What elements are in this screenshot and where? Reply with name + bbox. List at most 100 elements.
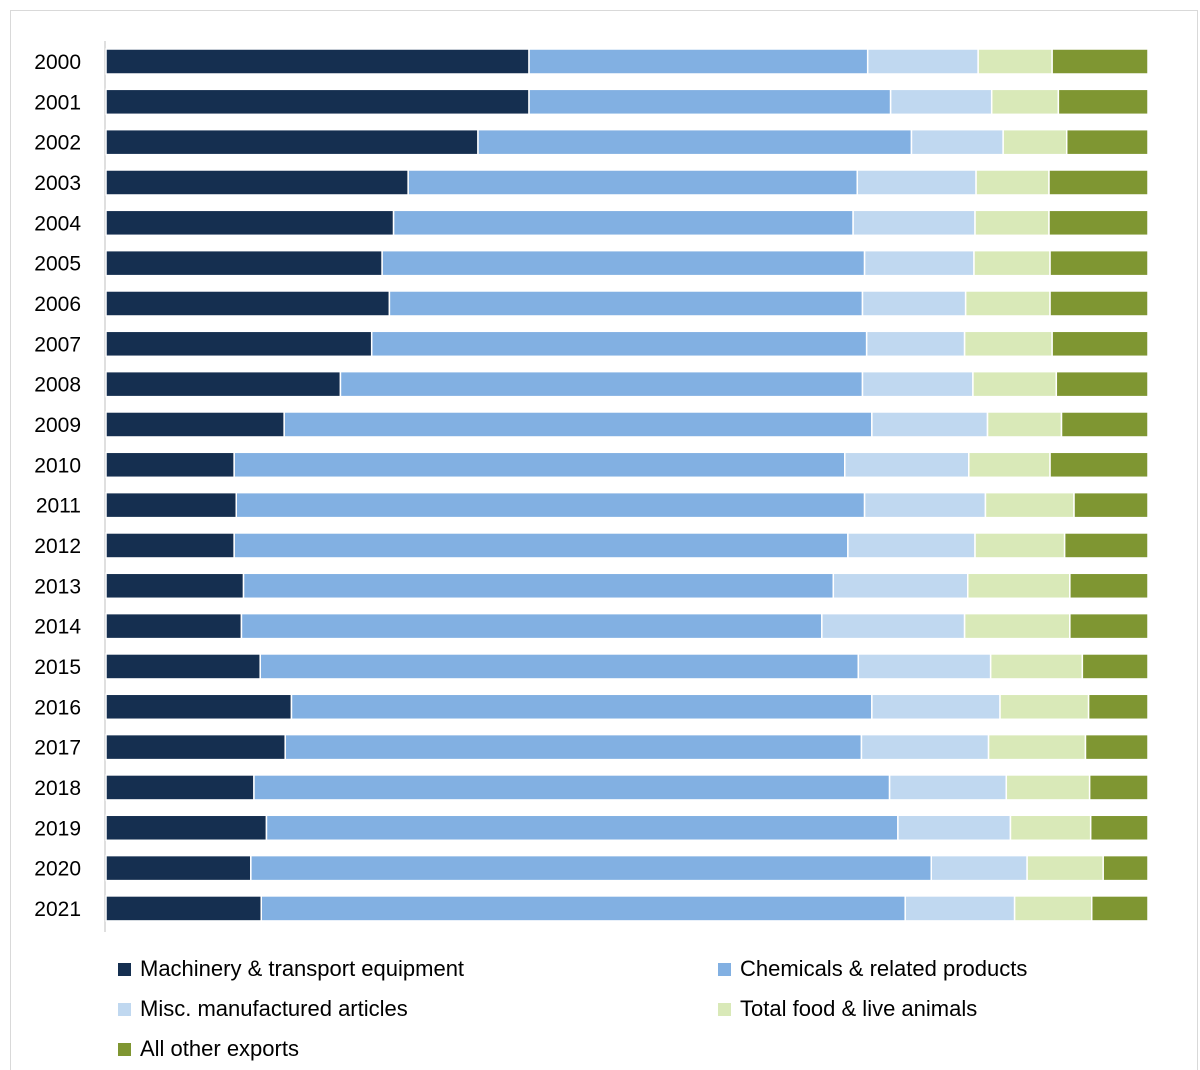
bar-2001-chemicals-related-products xyxy=(528,88,892,116)
bar-2001-machinery-transport-equipment xyxy=(105,88,530,116)
bar-2003-machinery-transport-equipment xyxy=(105,169,409,196)
bar-2002-misc-manufactured-articles xyxy=(910,128,1004,156)
bar-2009-machinery-transport-equipment xyxy=(105,411,285,438)
bar-2003-all-other-exports xyxy=(1048,169,1149,196)
bar-2016-total-food-live-animals xyxy=(999,693,1090,721)
bar-2000-machinery-transport-equipment xyxy=(105,48,530,75)
y-tick-label: 2017 xyxy=(34,737,81,760)
bar-2020-misc-manufactured-articles xyxy=(930,854,1028,882)
bar-2008-chemicals-related-products xyxy=(339,370,864,398)
bar-2004-total-food-live-animals xyxy=(974,209,1050,237)
bar-2012-machinery-transport-equipment xyxy=(105,532,235,559)
stacked-bar-chart: 2000 2001 2002 2003 2004 2005 2006 2007 2008 2009… xyxy=(34,41,1149,932)
bar-2009-chemicals-related-products xyxy=(283,411,873,438)
bar-2007-chemicals-related-products xyxy=(370,330,868,358)
bar-2015-misc-manufactured-articles xyxy=(857,653,992,680)
bar-2017-chemicals-related-products xyxy=(284,733,863,761)
y-tick-label: 2000 xyxy=(34,51,81,74)
bar-2001-all-other-exports xyxy=(1057,88,1149,116)
bar-2018-machinery-transport-equipment xyxy=(105,774,255,801)
bar-2013-misc-manufactured-articles xyxy=(832,572,969,600)
bar-2007-all-other-exports xyxy=(1051,330,1149,358)
bar-2000-chemicals-related-products xyxy=(528,48,869,75)
bar-2021-chemicals-related-products xyxy=(260,895,906,922)
bar-2005-misc-manufactured-articles xyxy=(863,249,975,277)
bar-2017-misc-manufactured-articles xyxy=(860,733,990,761)
y-tick-label: 2014 xyxy=(34,616,81,639)
bar-2011-misc-manufactured-articles xyxy=(863,491,987,519)
legend-item-machinery-transport-equipment: Machinery & transport equipment xyxy=(118,954,464,984)
bar-2021-misc-manufactured-articles xyxy=(904,895,1016,922)
legend-label: All other exports xyxy=(140,1036,299,1061)
bar-2009-misc-manufactured-articles xyxy=(871,411,989,438)
legend-swatch xyxy=(118,1042,131,1056)
bar-2004-machinery-transport-equipment xyxy=(105,209,395,237)
legend-item-misc-manufactured-articles: Misc. manufactured articles xyxy=(118,994,408,1024)
bar-2011-total-food-live-animals xyxy=(984,491,1075,519)
bar-2019-all-other-exports xyxy=(1089,814,1149,842)
bar-2016-chemicals-related-products xyxy=(290,693,873,721)
y-tick-label: 2005 xyxy=(34,253,81,276)
y-tick-label: 2018 xyxy=(34,777,81,800)
bar-2014-misc-manufactured-articles xyxy=(821,612,966,640)
bar-2018-misc-manufactured-articles xyxy=(888,774,1008,801)
bar-2017-machinery-transport-equipment xyxy=(105,733,286,761)
bar-2005-total-food-live-animals xyxy=(973,249,1051,277)
bar-2010-chemicals-related-products xyxy=(233,451,846,479)
y-tick-label: 2007 xyxy=(34,333,81,356)
bar-2018-total-food-live-animals xyxy=(1005,774,1091,801)
y-tick-label: 2008 xyxy=(34,374,81,397)
bar-2018-chemicals-related-products xyxy=(253,774,891,801)
bar-2013-total-food-live-animals xyxy=(966,572,1071,600)
bar-2003-misc-manufactured-articles xyxy=(856,169,977,196)
bar-2017-all-other-exports xyxy=(1084,733,1149,761)
legend-swatch xyxy=(118,1002,131,1016)
y-tick-label: 2011 xyxy=(36,495,81,518)
bar-2011-chemicals-related-products xyxy=(235,491,866,519)
y-tick-label: 2009 xyxy=(34,414,81,437)
bar-2020-all-other-exports xyxy=(1102,854,1149,882)
bar-2002-machinery-transport-equipment xyxy=(105,128,479,156)
bar-2003-total-food-live-animals xyxy=(975,169,1050,196)
bar-2014-all-other-exports xyxy=(1069,612,1149,640)
bar-2006-chemicals-related-products xyxy=(388,290,864,317)
bar-2008-all-other-exports xyxy=(1055,370,1149,398)
bar-2007-machinery-transport-equipment xyxy=(105,330,373,358)
bar-2019-total-food-live-animals xyxy=(1009,814,1092,842)
y-tick-label: 2004 xyxy=(34,212,81,235)
bar-2002-total-food-live-animals xyxy=(1002,128,1068,156)
bar-2000-total-food-live-animals xyxy=(977,48,1053,75)
legend-item-chemicals-related-products: Chemicals & related products xyxy=(718,954,1027,984)
bars-group xyxy=(105,48,1149,922)
bar-2005-machinery-transport-equipment xyxy=(105,249,383,277)
bar-2001-total-food-live-animals xyxy=(990,88,1060,116)
y-tick-label: 2002 xyxy=(34,132,81,155)
legend-item-total-food-live-animals: Total food & live animals xyxy=(718,994,977,1024)
bar-2015-chemicals-related-products xyxy=(259,653,860,680)
bar-2007-misc-manufactured-articles xyxy=(865,330,966,358)
y-tick-label: 2003 xyxy=(34,172,81,195)
legend-swatch xyxy=(718,1002,731,1016)
bar-2008-machinery-transport-equipment xyxy=(105,370,342,398)
bar-2000-all-other-exports xyxy=(1051,48,1149,75)
bar-2021-machinery-transport-equipment xyxy=(105,895,263,922)
bar-2009-total-food-live-animals xyxy=(986,411,1063,438)
bar-2005-chemicals-related-products xyxy=(381,249,866,277)
bar-2014-chemicals-related-products xyxy=(240,612,823,640)
legend-label: Total food & live animals xyxy=(740,996,978,1021)
bar-2006-all-other-exports xyxy=(1049,290,1149,317)
bar-2000-misc-manufactured-articles xyxy=(866,48,979,75)
bar-2019-misc-manufactured-articles xyxy=(897,814,1012,842)
bar-2016-misc-manufactured-articles xyxy=(871,693,1001,721)
y-tick-label: 2012 xyxy=(34,535,81,558)
bar-2002-all-other-exports xyxy=(1065,128,1149,156)
y-tick-label: 2001 xyxy=(34,91,81,114)
bar-2012-chemicals-related-products xyxy=(233,532,849,559)
bar-2015-all-other-exports xyxy=(1081,653,1149,680)
bar-2001-misc-manufactured-articles xyxy=(889,88,993,116)
bar-2012-total-food-live-animals xyxy=(974,532,1066,559)
legend-swatch xyxy=(118,962,131,976)
bar-2019-machinery-transport-equipment xyxy=(105,814,268,842)
bar-2008-total-food-live-animals xyxy=(972,370,1058,398)
bar-2010-total-food-live-animals xyxy=(968,451,1051,479)
